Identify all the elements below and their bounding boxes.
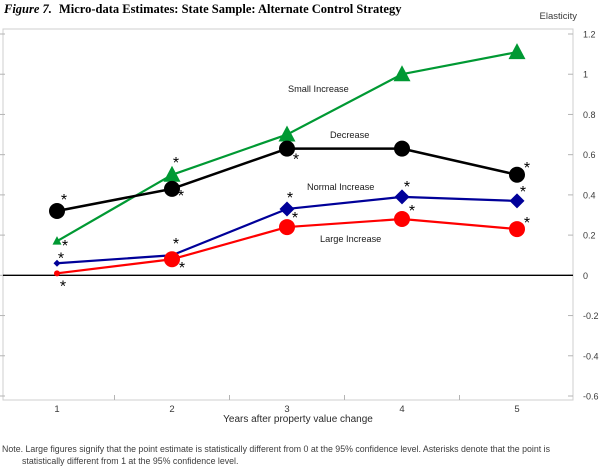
data-point-marker — [394, 211, 410, 228]
significance-asterisk: * — [293, 152, 299, 169]
data-point-marker — [164, 180, 180, 197]
data-point-marker — [53, 259, 61, 267]
y-axis-tick-label: 1 — [583, 70, 588, 80]
data-point-marker — [52, 236, 62, 245]
data-point-marker — [279, 219, 295, 236]
data-point-marker — [393, 65, 411, 82]
significance-asterisk: * — [62, 238, 68, 255]
significance-asterisk: * — [520, 184, 526, 201]
figure-number: Figure 7. — [4, 2, 52, 16]
significance-asterisk: * — [409, 203, 415, 220]
data-point-marker — [164, 251, 180, 268]
data-point-marker — [278, 125, 296, 142]
data-point-marker — [509, 193, 525, 209]
significance-asterisk: * — [178, 188, 184, 205]
data-point-marker — [508, 43, 526, 60]
x-axis-tick-label: 1 — [54, 404, 59, 415]
y-axis-unit-label: Elasticity — [539, 11, 577, 22]
data-point-marker — [394, 140, 410, 157]
data-point-marker — [509, 166, 525, 183]
figure-title: Figure 7. Micro-data Estimates: State Sam… — [4, 2, 401, 17]
significance-asterisk: * — [524, 160, 530, 177]
y-axis-tick-label: 0.8 — [583, 110, 596, 120]
x-axis-tick-label: 5 — [514, 404, 519, 415]
significance-asterisk: * — [173, 155, 179, 172]
significance-asterisk: * — [60, 278, 66, 295]
y-axis-tick-label: -0.4 — [583, 351, 599, 361]
significance-asterisk: * — [524, 215, 530, 232]
y-axis-tick-label: -0.6 — [583, 392, 599, 402]
y-axis-tick-label: 0.6 — [583, 150, 596, 160]
note-line-2: statistically different from 1 at the 95… — [22, 455, 239, 466]
significance-asterisk: * — [58, 250, 64, 267]
y-axis-tick-label: 1.2 — [583, 30, 596, 40]
data-point-marker — [279, 201, 295, 217]
data-point-marker — [49, 202, 65, 219]
plot-border — [2, 28, 574, 401]
figure-note: Note. Large figures signify that the poi… — [2, 444, 550, 467]
significance-asterisk: * — [292, 210, 298, 227]
y-axis-tick-label: 0.4 — [583, 190, 596, 200]
data-point-marker — [394, 189, 410, 205]
data-point-marker — [509, 221, 525, 238]
y-axis-tick-label: 0.2 — [583, 231, 596, 241]
significance-asterisk: * — [173, 236, 179, 253]
x-axis-tick-label: 2 — [169, 404, 174, 415]
x-axis-tick-label: 3 — [284, 404, 289, 415]
significance-asterisk: * — [287, 190, 293, 207]
figure-caption: Micro-data Estimates: State Sample: Alte… — [58, 2, 402, 16]
data-point-marker — [279, 140, 295, 157]
y-axis-tick-label: 0 — [583, 271, 588, 281]
series-label: Normal Increase — [307, 182, 374, 192]
note-line-1: Note. Large figures signify that the poi… — [2, 444, 550, 454]
significance-asterisk: * — [61, 192, 67, 209]
significance-asterisk: * — [179, 260, 185, 277]
y-axis-tick-label: -0.2 — [583, 311, 599, 321]
data-point-marker — [163, 165, 181, 182]
significance-asterisk: * — [404, 179, 410, 196]
x-axis-tick-label: 4 — [399, 404, 404, 415]
series-label: Decrease — [330, 130, 369, 140]
data-point-marker — [54, 270, 60, 277]
series-label: Large Increase — [320, 234, 381, 244]
x-axis-title: Years after property value change — [223, 414, 373, 425]
series-label: Small Increase — [288, 84, 349, 94]
